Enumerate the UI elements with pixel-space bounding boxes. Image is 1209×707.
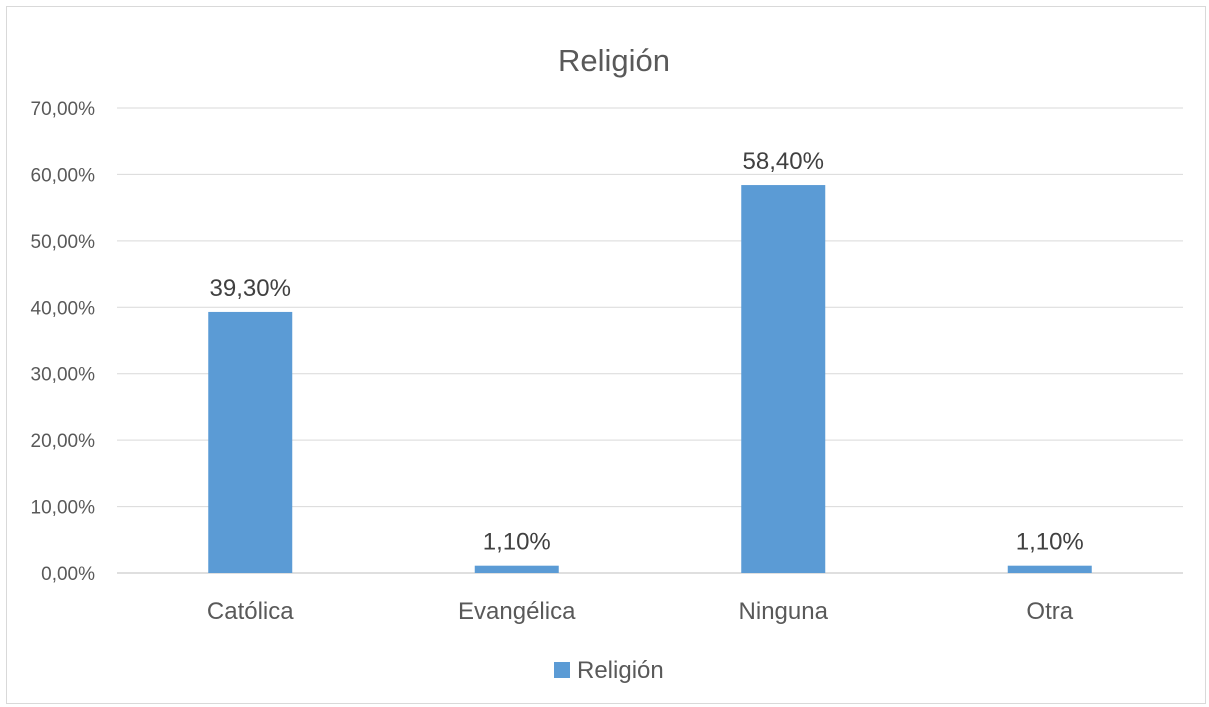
y-tick-label: 10,00% xyxy=(31,498,96,519)
chart-canvas: Religión 0,00% 10,00% 20,00% 30,00% 40,00% 50… xyxy=(31,43,1183,684)
bar-católica xyxy=(208,311,293,573)
bar-otra xyxy=(1007,565,1092,573)
x-tick-label: Ninguna xyxy=(739,598,829,625)
y-tick-label: 20,00% xyxy=(31,431,96,452)
y-tick-label: 30,00% xyxy=(31,365,96,386)
chart-frame: Religión 0,00% 10,00% 20,00% 30,00% 40,00% 50… xyxy=(6,6,1206,704)
x-tick-label: Otra xyxy=(1026,598,1073,625)
bar-ninguna xyxy=(741,185,826,574)
x-tick-label: Evangélica xyxy=(458,598,576,625)
data-labels: 39,30% 1,10% 58,40% 1,10% xyxy=(210,148,1084,556)
data-label: 1,10% xyxy=(1016,529,1084,556)
y-tick-label: 70,00% xyxy=(31,99,96,120)
x-axis-ticks: Católica Evangélica Ninguna Otra xyxy=(207,598,1074,625)
y-tick-label: 0,00% xyxy=(41,564,95,585)
y-axis-ticks: 0,00% 10,00% 20,00% 30,00% 40,00% 50,00% 60,00… xyxy=(31,99,96,585)
data-label: 58,40% xyxy=(743,148,824,175)
legend: Religión xyxy=(554,657,664,684)
legend-swatch xyxy=(554,662,570,678)
y-tick-label: 40,00% xyxy=(31,298,96,319)
chart-title: Religión xyxy=(558,43,670,78)
legend-label: Religión xyxy=(577,657,664,684)
data-label: 39,30% xyxy=(210,275,291,302)
y-tick-label: 60,00% xyxy=(31,165,96,186)
gridlines xyxy=(117,107,1183,574)
x-tick-label: Católica xyxy=(207,598,294,625)
bars xyxy=(208,185,1092,574)
y-tick-label: 50,00% xyxy=(31,232,96,253)
bar-evangélica xyxy=(474,565,559,573)
data-label: 1,10% xyxy=(483,529,551,556)
